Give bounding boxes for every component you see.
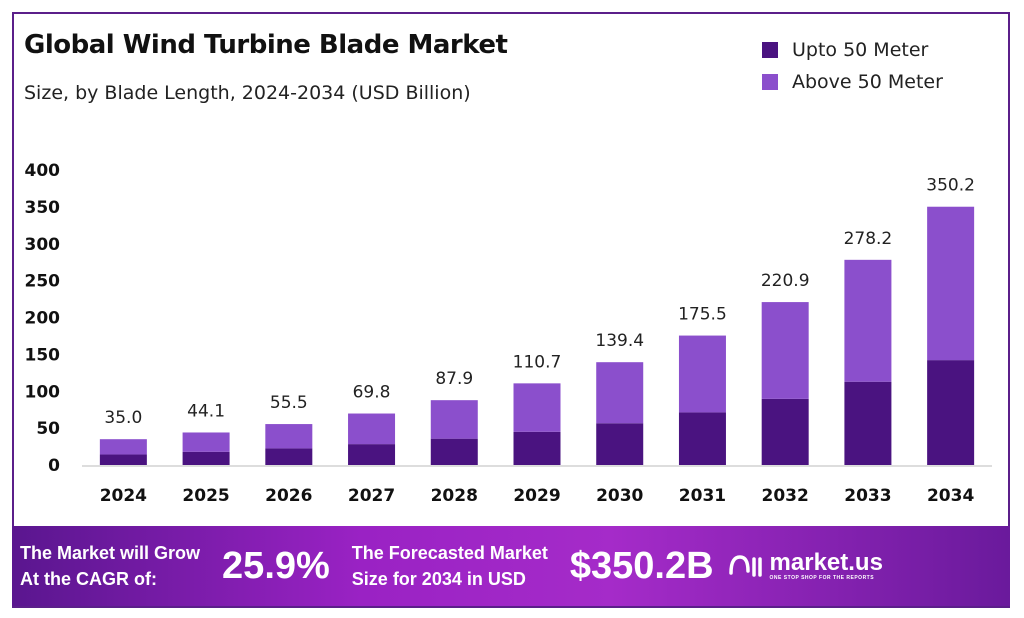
y-tick-label: 50 — [36, 419, 60, 439]
marketus-logo: market.us ONE STOP SHOP FOR THE REPORTS — [728, 551, 883, 581]
bar-segment — [678, 335, 726, 413]
y-tick-label: 0 — [48, 456, 60, 476]
data-label: 55.5 — [270, 393, 308, 413]
bar-segment — [927, 206, 975, 361]
bar-segment — [761, 302, 809, 399]
x-tick-label: 2026 — [265, 486, 312, 506]
cagr-label: The Market will Grow At the CAGR of: — [20, 540, 200, 592]
data-label: 87.9 — [435, 369, 473, 389]
chart-frame — [12, 12, 1010, 608]
data-label: 278.2 — [844, 229, 893, 249]
chart-title: Global Wind Turbine Blade Market — [24, 30, 508, 60]
legend-swatch — [762, 74, 778, 90]
bar-segment — [265, 424, 313, 449]
y-tick-label: 400 — [25, 161, 61, 181]
forecast-label-line: Size for 2034 in USD — [351, 569, 526, 589]
bar-segment — [513, 431, 561, 465]
cagr-label-line: The Market will Grow — [20, 543, 201, 563]
bar-segment — [348, 413, 396, 445]
logo-icon — [728, 555, 762, 577]
forecast-value: $350.2B — [569, 545, 714, 587]
data-label: 44.1 — [187, 401, 225, 421]
x-tick-label: 2030 — [596, 486, 643, 506]
legend-swatch — [762, 42, 778, 58]
bar-segment — [182, 432, 230, 452]
data-label: 35.0 — [104, 408, 142, 428]
bar-chart: 0 50 100 150 200 250 300 350 400 35.0 2024 44.1 2025… — [25, 161, 992, 506]
bar-segment — [430, 438, 478, 465]
forecast-label: The Forecasted Market Size for 2034 in US… — [352, 540, 548, 592]
bar-segment — [761, 398, 809, 465]
y-tick-label: 300 — [25, 235, 61, 255]
bar-segment — [99, 439, 147, 455]
data-label: 139.4 — [595, 331, 644, 351]
bar-segment — [678, 412, 726, 465]
bar-segment — [182, 451, 230, 465]
bar-segment — [844, 259, 892, 382]
data-label: 350.2 — [926, 176, 975, 196]
x-tick-label: 2034 — [927, 486, 974, 506]
x-tick-label: 2028 — [431, 486, 478, 506]
y-tick-label: 100 — [25, 382, 61, 402]
logo-text: market.us — [769, 549, 883, 576]
bar-segment — [99, 454, 147, 465]
bar-segment — [265, 448, 313, 465]
y-tick-label: 350 — [25, 198, 61, 218]
x-tick-label: 2027 — [348, 486, 395, 506]
legend: Upto 50 Meter Above 50 Meter — [762, 34, 943, 98]
bar-segment — [596, 362, 644, 424]
data-label: 175.5 — [678, 305, 727, 325]
bar-segment — [844, 381, 892, 465]
bar-segment — [430, 400, 478, 439]
chart-subtitle: Size, by Blade Length, 2024-2034 (USD Bi… — [24, 82, 471, 104]
y-tick-label: 200 — [25, 309, 61, 329]
x-tick-label: 2029 — [513, 486, 560, 506]
logo-tagline: ONE STOP SHOP FOR THE REPORTS — [769, 575, 875, 581]
cagr-label-line: At the CAGR of: — [20, 569, 157, 589]
forecast-label-line: The Forecasted Market — [351, 543, 548, 563]
bar-segment — [348, 444, 396, 465]
data-label: 220.9 — [761, 271, 810, 291]
y-tick-label: 250 — [25, 272, 61, 292]
data-label: 110.7 — [513, 352, 562, 372]
bar-segment — [513, 383, 561, 432]
x-tick-label: 2025 — [182, 486, 229, 506]
x-tick-label: 2024 — [100, 486, 147, 506]
x-tick-label: 2032 — [762, 486, 809, 506]
cagr-value: 25.9% — [222, 545, 330, 587]
legend-label: Above 50 Meter — [792, 71, 943, 93]
legend-item-upto-50: Upto 50 Meter — [762, 34, 943, 66]
legend-label: Upto 50 Meter — [792, 39, 929, 61]
y-tick-label: 150 — [25, 345, 61, 365]
bar-segment — [927, 360, 975, 465]
x-tick-label: 2031 — [679, 486, 726, 506]
data-label: 69.8 — [353, 383, 391, 403]
summary-banner: The Market will Grow At the CAGR of: 25.9… — [12, 526, 1010, 606]
bar-segment — [596, 423, 644, 465]
x-tick-label: 2033 — [844, 486, 891, 506]
legend-item-above-50: Above 50 Meter — [762, 66, 943, 98]
